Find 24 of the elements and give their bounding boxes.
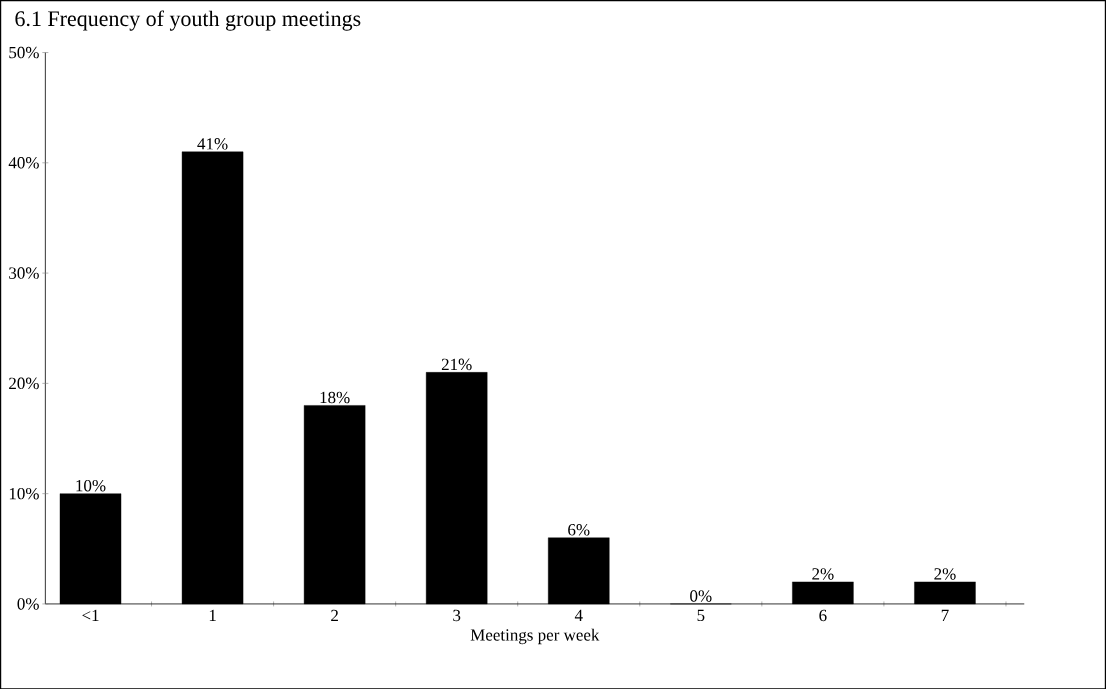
x-axis-title: Meetings per week xyxy=(470,628,600,644)
data-label: 21% xyxy=(441,358,472,370)
data-label: 2% xyxy=(812,567,834,580)
x-tick-label: 3 xyxy=(453,609,461,621)
y-tick-label: 40% xyxy=(8,156,39,169)
data-label: 10% xyxy=(76,479,106,492)
y-tick-label: 50% xyxy=(9,46,39,59)
y-tick-label: 30% xyxy=(9,267,39,279)
chart-title: 6.1 Frequency of youth group meetings xyxy=(15,10,361,31)
y-tick-label: 10% xyxy=(9,487,39,500)
x-tick-label: <1 xyxy=(82,609,99,621)
data-label: 41% xyxy=(197,137,228,150)
y-tick-label: 0% xyxy=(17,597,39,610)
x-tick-label: 2 xyxy=(331,609,338,621)
x-tick-label: 4 xyxy=(574,609,583,621)
data-label: 18% xyxy=(320,391,350,404)
x-tick-label: 5 xyxy=(697,609,705,621)
data-label: 2% xyxy=(934,567,956,580)
y-tick-label: 20% xyxy=(9,377,39,389)
x-tick-label: 7 xyxy=(941,609,949,621)
data-label: 0% xyxy=(690,589,712,602)
x-tick-label: 6 xyxy=(819,609,827,621)
data-label: 6% xyxy=(568,523,590,536)
x-tick-label: 1 xyxy=(209,609,216,621)
